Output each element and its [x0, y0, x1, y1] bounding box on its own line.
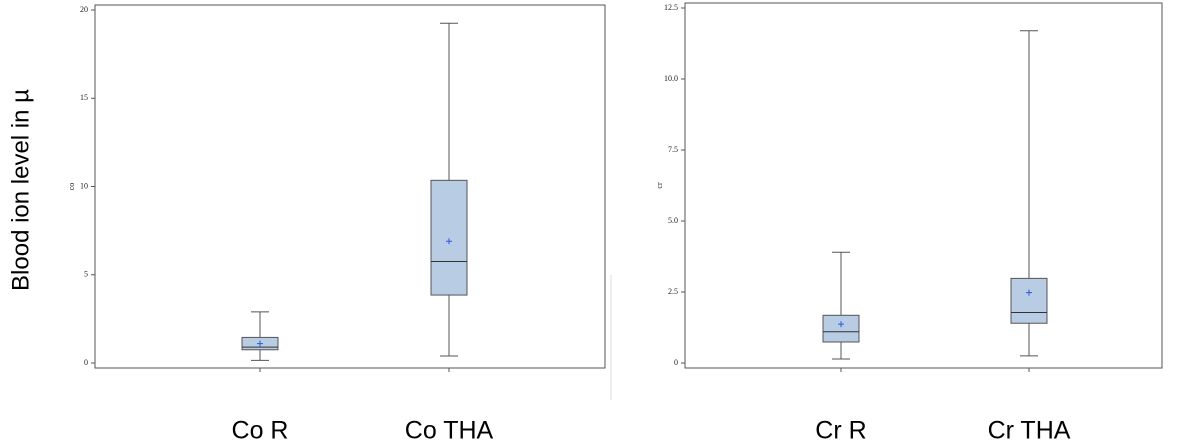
y-tick-label: 10.0 [664, 74, 678, 83]
figure-y-label: Blood ion level in µ [7, 89, 34, 291]
category-label: Cr R [815, 417, 866, 445]
box [822, 314, 860, 343]
y-axis-label: cr [655, 182, 664, 189]
category-label: Cr THA [988, 417, 1071, 445]
plot-frame [94, 4, 606, 369]
box [1010, 277, 1048, 324]
mean-marker [1026, 289, 1032, 296]
y-tick-label: 10 [80, 181, 88, 190]
y-tick-label: 7.5 [668, 145, 678, 154]
y-tick-label: 0 [674, 358, 678, 367]
category-label: Co THA [405, 417, 494, 445]
y-tick-label: 5.0 [668, 216, 678, 225]
mean-marker [257, 340, 263, 347]
y-tick-label: 15 [80, 93, 88, 102]
y-tick-label: 2.5 [668, 287, 678, 296]
plot-frame [684, 2, 1163, 369]
y-tick-label: 5 [84, 270, 88, 279]
y-tick-label: 12.5 [664, 3, 678, 12]
mean-marker [446, 238, 452, 245]
y-axis-label: co [67, 183, 76, 191]
y-tick-label: 20 [80, 5, 88, 14]
y-tick-label: 0 [84, 358, 88, 367]
category-label: Co R [232, 417, 289, 445]
mean-marker [838, 321, 844, 328]
box [430, 179, 468, 296]
